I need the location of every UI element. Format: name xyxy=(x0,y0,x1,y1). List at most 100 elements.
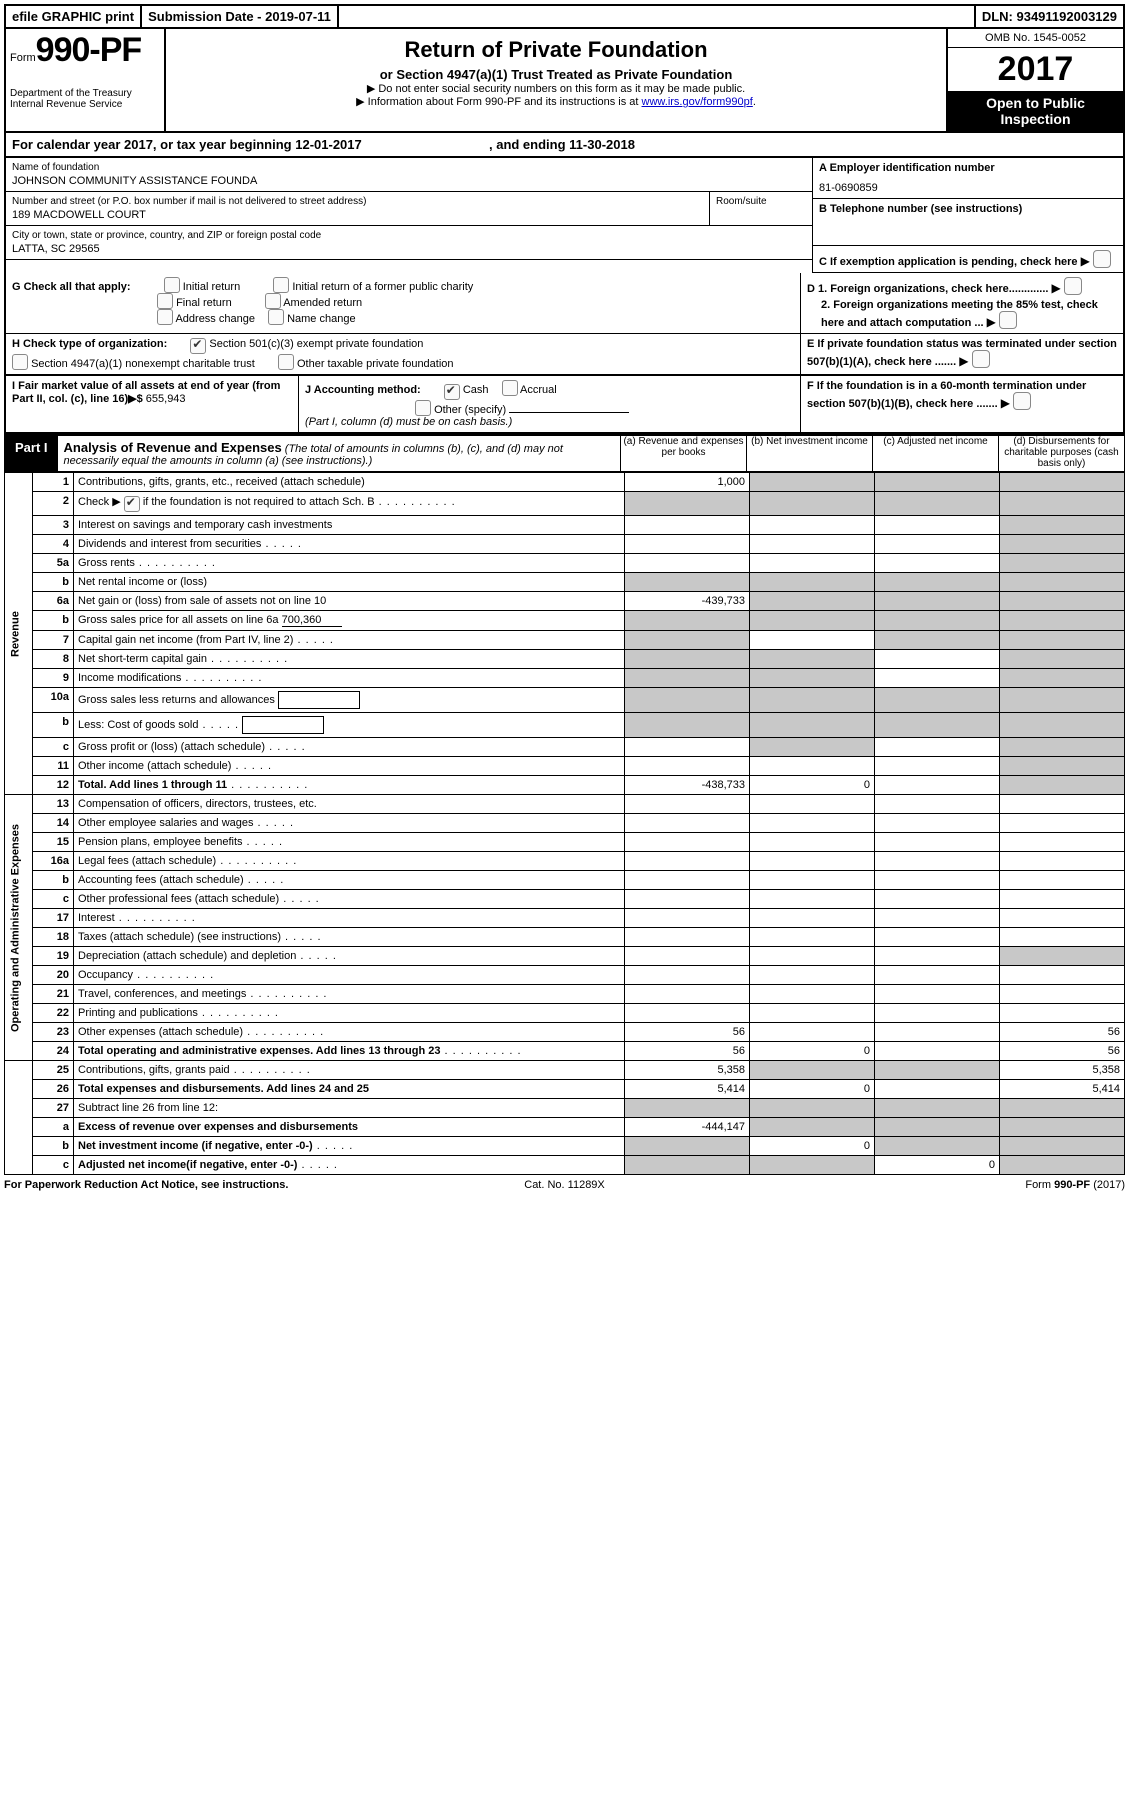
exemption-pending-cell: C If exemption application is pending, c… xyxy=(813,246,1123,273)
exemption-checkbox[interactable] xyxy=(1093,250,1111,268)
row-9: 9Income modifications xyxy=(5,669,1125,688)
top-bar: efile GRAPHIC print Submission Date - 20… xyxy=(4,4,1125,29)
section-h-e: H Check type of organization: Section 50… xyxy=(4,334,1125,375)
row-7: 7Capital gain net income (from Part IV, … xyxy=(5,631,1125,650)
row-20: 20Occupancy xyxy=(5,966,1125,985)
foundation-name-cell: Name of foundation JOHNSON COMMUNITY ASS… xyxy=(6,158,812,192)
form-subtitle: or Section 4947(a)(1) Trust Treated as P… xyxy=(170,67,942,82)
instructions-link[interactable]: www.irs.gov/form990pf xyxy=(642,96,753,108)
d1-checkbox[interactable] xyxy=(1064,277,1082,295)
row-10b: bLess: Cost of goods sold xyxy=(5,713,1125,738)
part1-table: Revenue 1Contributions, gifts, grants, e… xyxy=(4,472,1125,1175)
submission-date: Submission Date - 2019-07-11 xyxy=(142,6,339,27)
col-d-head: (d) Disbursements for charitable purpose… xyxy=(998,436,1124,471)
ssn-note: ▶ Do not enter social security numbers o… xyxy=(170,82,942,95)
row-11: 11Other income (attach schedule) xyxy=(5,757,1125,776)
other-method-checkbox[interactable] xyxy=(415,400,431,416)
row-8: 8Net short-term capital gain xyxy=(5,650,1125,669)
row-27a: aExcess of revenue over expenses and dis… xyxy=(5,1118,1125,1137)
row-2: 2 Check ▶ if the foundation is not requi… xyxy=(5,492,1125,516)
row-6b: bGross sales price for all assets on lin… xyxy=(5,611,1125,631)
row-16a: 16aLegal fees (attach schedule) xyxy=(5,852,1125,871)
row-23: 23Other expenses (attach schedule)5656 xyxy=(5,1023,1125,1042)
fmv-cell: I Fair market value of all assets at end… xyxy=(6,376,299,432)
open-to-public: Open to Public Inspection xyxy=(948,91,1123,131)
address-change-checkbox[interactable] xyxy=(157,309,173,325)
col-c-head: (c) Adjusted net income xyxy=(872,436,998,471)
catalog-number: Cat. No. 11289X xyxy=(378,1179,752,1191)
form-header: Form 990-PF Department of the Treasury I… xyxy=(4,29,1125,133)
f-cell: F If the foundation is in a 60-month ter… xyxy=(801,376,1123,432)
line10b-input[interactable] xyxy=(242,716,324,734)
revenue-side-label: Revenue xyxy=(5,473,33,795)
row-6a: 6aNet gain or (loss) from sale of assets… xyxy=(5,592,1125,611)
spacer xyxy=(339,6,976,27)
part1-header: Part I Analysis of Revenue and Expenses … xyxy=(4,434,1125,472)
name-change-checkbox[interactable] xyxy=(268,309,284,325)
department-label: Department of the Treasury Internal Reve… xyxy=(10,88,160,110)
col-a-head: (a) Revenue and expenses per books xyxy=(620,436,746,471)
identification-block: Name of foundation JOHNSON COMMUNITY ASS… xyxy=(4,158,1125,273)
4947-checkbox[interactable] xyxy=(12,354,28,370)
row-5a: 5aGross rents xyxy=(5,554,1125,573)
row-24: 24Total operating and administrative exp… xyxy=(5,1042,1125,1061)
expenses-side-label: Operating and Administrative Expenses xyxy=(5,795,33,1061)
row-4: 4Dividends and interest from securities xyxy=(5,535,1125,554)
cash-checkbox[interactable] xyxy=(444,384,460,400)
row-26: 26Total expenses and disbursements. Add … xyxy=(5,1080,1125,1099)
section-i-j-f: I Fair market value of all assets at end… xyxy=(4,375,1125,434)
initial-former-checkbox[interactable] xyxy=(273,277,289,293)
row-3: 3Interest on savings and temporary cash … xyxy=(5,516,1125,535)
row-25: 25Contributions, gifts, grants paid5,358… xyxy=(5,1061,1125,1080)
row-14: 14Other employee salaries and wages xyxy=(5,814,1125,833)
row-27b: bNet investment income (if negative, ent… xyxy=(5,1137,1125,1156)
g-label: G Check all that apply: xyxy=(12,281,131,293)
form-id-block: Form 990-PF Department of the Treasury I… xyxy=(6,29,166,131)
row-17: 17Interest xyxy=(5,909,1125,928)
row-18: 18Taxes (attach schedule) (see instructi… xyxy=(5,928,1125,947)
line10a-input[interactable] xyxy=(278,691,360,709)
final-return-checkbox[interactable] xyxy=(157,293,173,309)
accrual-checkbox[interactable] xyxy=(502,380,518,396)
address-row: Number and street (or P.O. box number if… xyxy=(6,192,812,226)
section-g-d: G Check all that apply: Initial return I… xyxy=(4,273,1125,334)
page-footer: For Paperwork Reduction Act Notice, see … xyxy=(4,1175,1125,1191)
form-title-block: Return of Private Foundation or Section … xyxy=(166,29,946,131)
calendar-year-row: For calendar year 2017, or tax year begi… xyxy=(4,133,1125,158)
row-10a: 10aGross sales less returns and allowanc… xyxy=(5,688,1125,713)
year-block: OMB No. 1545-0052 2017 Open to Public In… xyxy=(946,29,1123,131)
initial-return-checkbox[interactable] xyxy=(164,277,180,293)
e-checkbox[interactable] xyxy=(972,350,990,368)
amended-return-checkbox[interactable] xyxy=(265,293,281,309)
row-15: 15Pension plans, employee benefits xyxy=(5,833,1125,852)
room-suite-label: Room/suite xyxy=(716,196,806,207)
omb-number: OMB No. 1545-0052 xyxy=(948,29,1123,48)
row-21: 21Travel, conferences, and meetings xyxy=(5,985,1125,1004)
row-19: 19Depreciation (attach schedule) and dep… xyxy=(5,947,1125,966)
other-taxable-checkbox[interactable] xyxy=(278,354,294,370)
part1-tab: Part I xyxy=(5,436,58,471)
row-10c: cGross profit or (loss) (attach schedule… xyxy=(5,738,1125,757)
telephone-cell: B Telephone number (see instructions) xyxy=(813,199,1123,246)
schb-checkbox[interactable] xyxy=(124,496,140,512)
row-16b: bAccounting fees (attach schedule) xyxy=(5,871,1125,890)
row-13: Operating and Administrative Expenses 13… xyxy=(5,795,1125,814)
501c3-checkbox[interactable] xyxy=(190,338,206,354)
form-title: Return of Private Foundation xyxy=(170,37,942,63)
info-note: ▶ Information about Form 990-PF and its … xyxy=(170,95,942,108)
dln: DLN: 93491192003129 xyxy=(976,6,1123,27)
h-label: H Check type of organization: xyxy=(12,338,167,350)
paperwork-notice: For Paperwork Reduction Act Notice, see … xyxy=(4,1179,378,1191)
form-number: 990-PF xyxy=(36,31,142,70)
form-word: Form xyxy=(10,52,36,64)
ein-cell: A Employer identification number 81-0690… xyxy=(813,158,1123,199)
f-checkbox[interactable] xyxy=(1013,392,1031,410)
d2-checkbox[interactable] xyxy=(999,311,1017,329)
form-footer-id: Form 990-PF (2017) xyxy=(751,1179,1125,1191)
efile-print[interactable]: efile GRAPHIC print xyxy=(6,6,142,27)
row-12: 12Total. Add lines 1 through 11-438,7330 xyxy=(5,776,1125,795)
row-27c: cAdjusted net income(if negative, enter … xyxy=(5,1156,1125,1175)
accounting-cell: J Accounting method: Cash Accrual Other … xyxy=(299,376,801,432)
row-22: 22Printing and publications xyxy=(5,1004,1125,1023)
city-cell: City or town, state or province, country… xyxy=(6,226,812,260)
